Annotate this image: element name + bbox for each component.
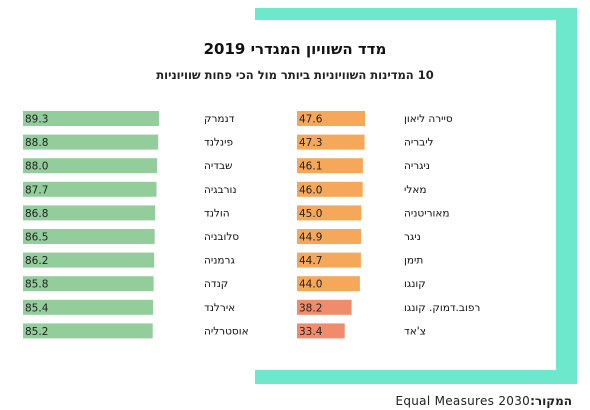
top-country-label-1: פינלנד [204,137,233,149]
bottom-value-label-6: 44.7 [299,255,322,267]
bottom-country-label-2: ניגריה [404,160,430,172]
bottom-bar-6 [297,252,361,268]
source-name: Equal Measures 2030 [395,394,531,408]
top-country-label-7: קנדה [204,278,228,290]
bottom-bar-5 [297,229,362,244]
top-country-label-9: אוסטרליה [204,325,249,337]
bottom-value-label-8: 38.2 [299,302,322,314]
bottom-value-label-1: 47.3 [299,137,322,149]
bottom-bar-2 [297,158,363,174]
top-country-label-4: הולנד [204,207,230,219]
top-bar-5 [23,229,155,244]
top-country-label-8: אירלנד [204,302,235,314]
bottom-country-label-6: תימן [404,255,423,267]
bottom-bar-7 [297,276,360,292]
top-bar-0 [23,111,159,126]
top-value-label-1: 88.8 [25,137,48,149]
top-value-label-5: 86.5 [25,232,48,244]
bottom-value-label-4: 45.0 [299,208,322,220]
bottom-country-label-9: צ'אד [404,325,426,337]
top-country-label-5: סלובניה [204,231,239,243]
bottom-value-label-9: 33.4 [299,326,323,338]
bottom-country-label-8: רפוב.דמוק. קונגו [404,302,480,314]
bottom-country-label-5: ניגר [404,231,421,243]
bottom-country-label-3: מאלי [404,184,426,196]
bottom-country-label-4: מאוריטניה [404,207,450,219]
top-value-label-6: 86.2 [25,255,48,267]
bottom-country-label-0: סיירה ליאון [404,113,453,125]
bottom-country-label-1: ליבריה [404,137,434,149]
top-country-label-3: נורבגיה [204,184,237,196]
bottom-value-label-3: 46.0 [299,184,322,196]
top-value-label-9: 85.2 [25,326,48,338]
top-country-label-2: שבדיה [204,160,232,172]
bottom-country-label-7: קונגו [404,278,426,290]
top-bar-3 [23,181,157,197]
bottom-bar-0 [297,111,365,126]
top-bar-6 [23,252,155,268]
bottom-bar-1 [297,134,365,150]
bottom-value-label-2: 46.1 [299,161,322,173]
bottom-value-label-5: 44.9 [299,232,322,244]
top-value-label-7: 85.8 [25,279,48,291]
chart-subtitle: 10 המדינות השוויוניות ביותר מול הכי פחות… [156,68,434,82]
bottom-bar-8 [297,299,352,315]
top-value-label-4: 86.8 [25,208,48,220]
top-value-label-2: 88.0 [25,161,48,173]
top-bar-1 [23,134,159,150]
source-label: המקור: [530,394,572,408]
top-bar-7 [23,276,154,292]
source-note: המקור:Equal Measures 2030 [395,394,572,408]
bottom-value-label-0: 47.6 [299,114,323,126]
top-country-label-6: גרמניה [204,255,235,267]
top-bar-9 [23,323,153,339]
chart-title: מדד השוויון המגדרי 2019 [203,40,387,58]
top-country-label-0: דנמרק [204,113,235,125]
bottom-value-label-7: 44.0 [299,279,322,291]
top-bar-4 [23,205,156,221]
top-value-label-3: 87.7 [25,184,48,196]
top-bar-2 [23,158,157,174]
bottom-bar-4 [297,205,362,221]
bottom-bar-9 [297,323,345,339]
bottom-bar-3 [297,181,363,197]
top-value-label-8: 85.4 [25,302,49,314]
top-bar-8 [23,299,153,315]
top-value-label-0: 89.3 [25,114,48,126]
